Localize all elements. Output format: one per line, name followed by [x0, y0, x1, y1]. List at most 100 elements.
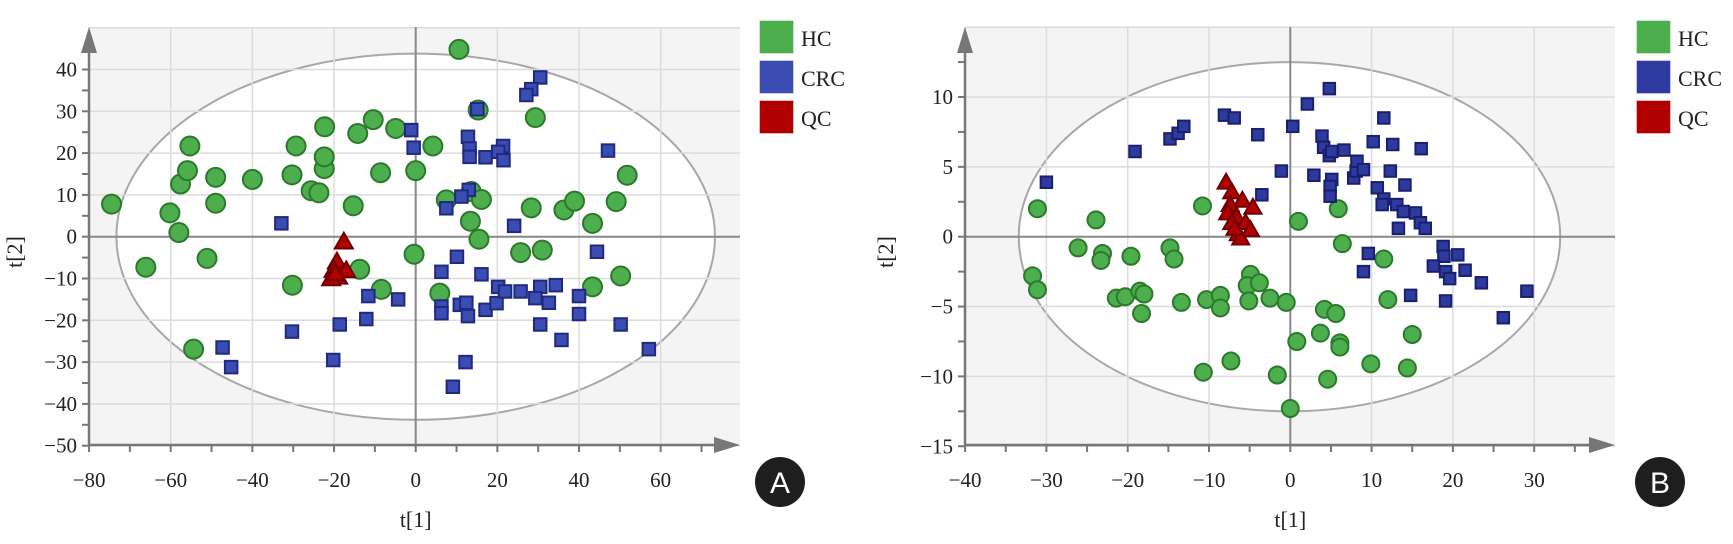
data-point-crc [1375, 197, 1389, 212]
data-point-crc [478, 150, 493, 165]
data-point-hc [564, 190, 586, 212]
data-point-hc [241, 168, 263, 190]
series-qc [1215, 171, 1264, 246]
data-point-hc [176, 160, 198, 182]
data-point-crc [1418, 221, 1433, 236]
x-tick-label: 30 [1524, 468, 1545, 492]
data-point-hc [610, 265, 632, 287]
y-tick-label: −15 [920, 434, 953, 458]
data-point-hc [179, 135, 201, 157]
y-tick-label: 40 [56, 58, 77, 82]
data-point-crc [445, 379, 461, 395]
data-point-crc [589, 244, 605, 259]
series-hc [101, 38, 638, 360]
y-tick-label: 0 [943, 225, 954, 249]
data-point-hc [1239, 291, 1259, 311]
legend-label-qc: QC [1678, 106, 1709, 131]
data-point-crc [460, 129, 476, 145]
data-point-hc [531, 239, 553, 261]
legend-swatch-qc [759, 100, 794, 134]
data-point-hc [1330, 337, 1350, 357]
data-point-crc [1323, 189, 1337, 203]
x-tick-label: −40 [949, 468, 982, 492]
x-tick-label: 0 [410, 468, 421, 492]
data-point-crc [519, 87, 534, 103]
data-point-crc [1496, 310, 1511, 325]
x-tick-label: −20 [1111, 468, 1144, 492]
data-point-crc [274, 216, 289, 231]
legend-swatch-crc [759, 60, 794, 94]
data-point-hc [159, 202, 181, 224]
data-point-hc [1121, 246, 1141, 266]
data-point-hc [308, 182, 330, 204]
data-point-hc [385, 117, 407, 139]
data-point-crc [390, 292, 406, 307]
x-tick-label: −10 [1193, 468, 1226, 492]
data-point-hc [314, 116, 336, 138]
data-point-hc [1374, 249, 1394, 269]
data-point-crc [1039, 175, 1054, 189]
series-crc [215, 70, 657, 395]
data-point-crc [1315, 129, 1329, 143]
data-point-hc [1260, 288, 1280, 308]
x-tick-label: −30 [1030, 468, 1063, 492]
data-point-hc [281, 274, 303, 296]
data-point-crc [1437, 249, 1451, 264]
data-point-crc [434, 264, 449, 280]
legend-label-crc: CRC [801, 66, 845, 91]
data-point-crc [1361, 246, 1376, 261]
data-point-hc [196, 247, 218, 269]
data-point-crc [600, 143, 616, 158]
data-point-crc [1458, 263, 1472, 277]
series-qc [320, 230, 358, 287]
data-point-crc [434, 305, 449, 321]
data-point-crc [1396, 204, 1411, 219]
data-point-hc [1027, 280, 1047, 300]
data-point-hc [1068, 238, 1088, 258]
data-point-crc [462, 149, 477, 165]
x-tick-label: 10 [1361, 468, 1382, 492]
data-point-crc [528, 290, 543, 306]
data-point-crc [215, 340, 230, 355]
data-point-crc [359, 311, 374, 327]
data-point-crc [459, 295, 474, 310]
y-tick-label: 0 [67, 225, 78, 249]
data-point-crc [506, 218, 522, 234]
x-tick-label: 20 [1442, 468, 1463, 492]
data-point-crc [361, 288, 376, 304]
data-point-crc [1383, 164, 1398, 178]
data-point-crc [1520, 284, 1534, 298]
data-point-qc [333, 230, 355, 250]
data-point-crc [541, 295, 557, 310]
data-point-hc [1086, 210, 1106, 230]
data-point-crc [497, 284, 513, 299]
chart-panel-a: −80 −60 −40 −20 0 20 40 60 −50 −40 −30 −20 −10 0 10 20 3… [2, 20, 845, 532]
panel-badge-a [755, 457, 805, 507]
data-point-crc [325, 352, 341, 368]
data-point-hc [285, 135, 307, 157]
data-point-crc [1322, 81, 1337, 96]
data-point-crc [1337, 143, 1351, 157]
data-point-hc [168, 222, 190, 244]
data-point-crc [1128, 144, 1142, 159]
data-point-crc [1403, 288, 1418, 303]
panel-label: B [1650, 467, 1670, 500]
data-point-crc [1442, 271, 1457, 286]
data-point-crc [1274, 164, 1289, 178]
data-point-crc [458, 354, 473, 370]
legend-swatch-crc [1636, 60, 1671, 94]
y-axis-arrow-icon [957, 27, 973, 53]
data-point-hc [422, 135, 444, 157]
data-point-crc [1370, 181, 1385, 195]
data-point-crc [1366, 134, 1380, 149]
data-point-crc [1414, 141, 1428, 156]
y-tick-label: 5 [943, 155, 954, 179]
x-tick-label: 40 [569, 468, 590, 492]
data-point-hc [510, 242, 532, 264]
data-point-hc [1132, 304, 1152, 324]
data-point-crc [1356, 264, 1371, 279]
legend-label-qc: QC [801, 106, 832, 131]
y-tick-label: 10 [56, 183, 77, 207]
data-point-hc [313, 146, 335, 168]
